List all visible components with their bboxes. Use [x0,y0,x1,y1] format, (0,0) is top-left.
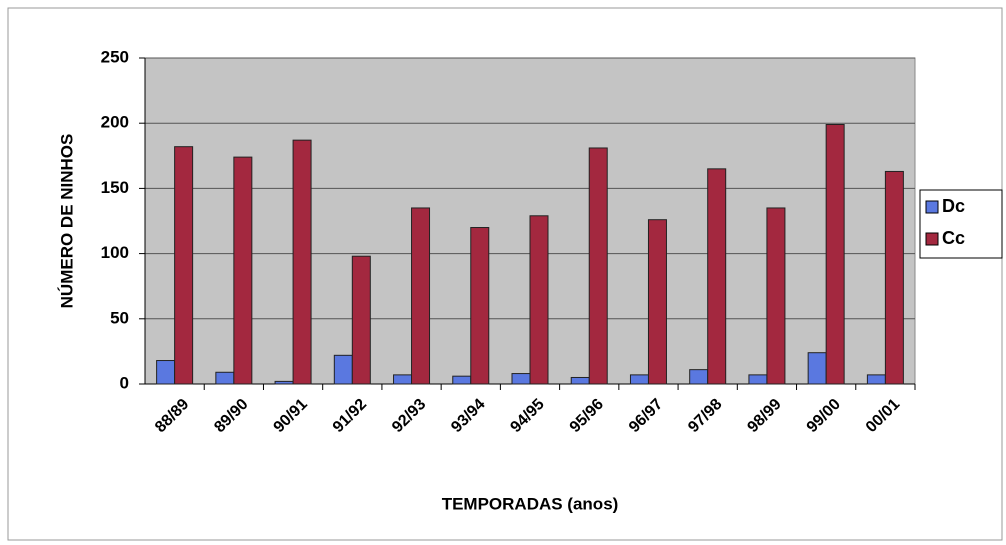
bar [647,219,667,385]
y-tick-label: 200 [101,113,129,132]
bar [511,373,531,385]
bar [707,168,727,385]
bar [570,376,590,385]
y-tick-label: 150 [101,178,129,197]
bar [470,227,490,385]
bar [393,374,413,385]
bar [233,156,253,385]
bar [529,215,549,385]
bar [766,207,786,385]
y-tick-label: 100 [101,243,129,262]
bar [274,380,294,385]
bar [689,369,709,385]
y-tick-label: 250 [101,47,129,66]
bar [588,147,608,385]
y-tick-label: 0 [120,373,129,392]
bar [748,374,768,385]
y-tick-label: 50 [110,308,129,327]
bar [333,354,353,385]
bar [866,374,886,385]
x-axis-label: TEMPORADAS (anos) [442,494,619,513]
legend-label: Cc [942,228,965,248]
bar [825,124,845,385]
legend-label: Dc [942,196,965,216]
bar [215,371,235,385]
y-axis-label: NÚMERO DE NINHOS [57,134,76,309]
bar [452,375,472,385]
legend-swatch [925,200,939,214]
bar [884,170,904,385]
bar [292,139,312,385]
bar [351,255,371,385]
bar [411,207,431,385]
bar [807,352,827,385]
bar [629,374,649,385]
legend-swatch [925,232,939,246]
bar [174,146,194,385]
bar [156,360,176,385]
